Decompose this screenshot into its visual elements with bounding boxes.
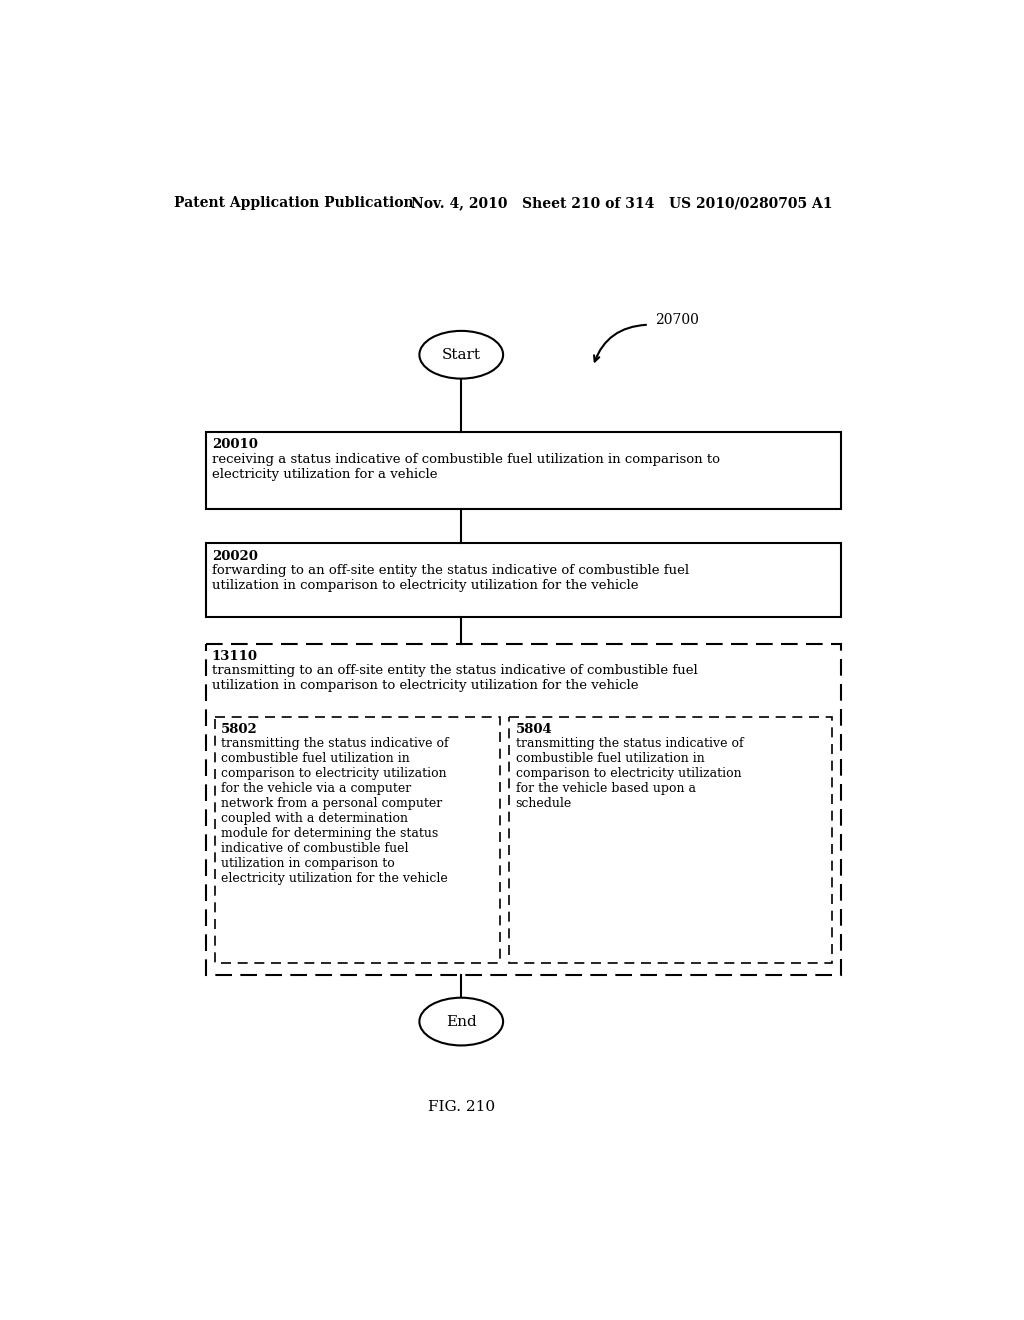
Text: 5802: 5802 <box>221 723 258 735</box>
Bar <box>215 717 500 964</box>
Text: 20010: 20010 <box>212 438 258 451</box>
Text: 20700: 20700 <box>655 313 698 327</box>
Text: Patent Application Publication: Patent Application Publication <box>174 197 414 210</box>
Text: End: End <box>445 1015 476 1028</box>
Text: 13110: 13110 <box>212 649 258 663</box>
Ellipse shape <box>420 998 503 1045</box>
Ellipse shape <box>420 331 503 379</box>
Bar <box>206 644 841 974</box>
Bar <box>206 544 841 616</box>
Text: forwarding to an off-site entity the status indicative of combustible fuel
utili: forwarding to an off-site entity the sta… <box>212 564 689 593</box>
Bar <box>206 432 841 508</box>
Text: 20020: 20020 <box>212 549 258 562</box>
Bar <box>509 717 831 964</box>
Text: transmitting the status indicative of
combustible fuel utilization in
comparison: transmitting the status indicative of co… <box>515 737 743 809</box>
Text: FIG. 210: FIG. 210 <box>428 1100 495 1114</box>
Text: Start: Start <box>441 347 480 362</box>
Text: transmitting the status indicative of
combustible fuel utilization in
comparison: transmitting the status indicative of co… <box>221 737 449 884</box>
Text: 5804: 5804 <box>515 723 552 735</box>
Text: Nov. 4, 2010   Sheet 210 of 314   US 2010/0280705 A1: Nov. 4, 2010 Sheet 210 of 314 US 2010/02… <box>411 197 833 210</box>
Text: transmitting to an off-site entity the status indicative of combustible fuel
uti: transmitting to an off-site entity the s… <box>212 664 697 692</box>
Text: receiving a status indicative of combustible fuel utilization in comparison to
e: receiving a status indicative of combust… <box>212 453 720 480</box>
